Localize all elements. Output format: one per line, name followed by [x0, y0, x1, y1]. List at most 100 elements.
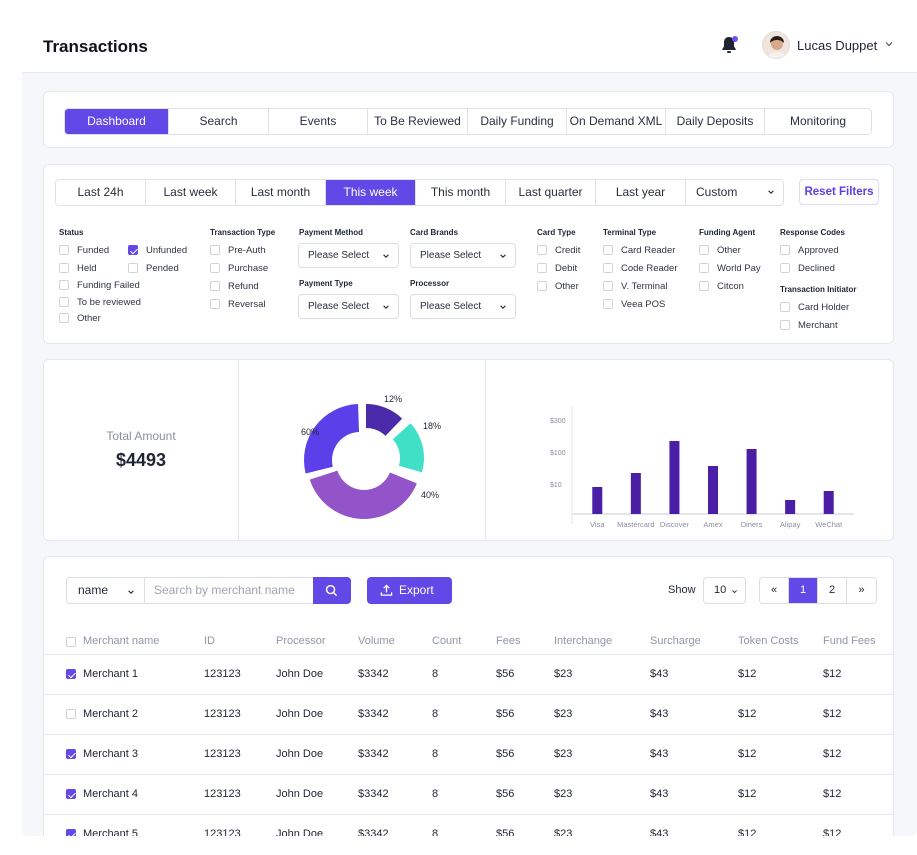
checkbox[interactable] — [59, 245, 69, 255]
initiator-merchant[interactable]: Merchant — [780, 318, 838, 332]
checkbox[interactable] — [699, 263, 709, 273]
checkbox[interactable] — [59, 313, 69, 323]
page-size-select[interactable]: 10 — [703, 577, 746, 604]
range-tab-last-month[interactable]: Last month — [236, 180, 326, 205]
column-header-count[interactable]: Count — [432, 635, 462, 647]
processor-select[interactable]: Please Select — [410, 294, 516, 319]
reset-filters-button[interactable]: Reset Filters — [799, 179, 879, 205]
search-field-select[interactable]: name — [66, 577, 144, 604]
tab-monitoring[interactable]: Monitoring — [765, 109, 871, 134]
tab-on-demand-xml[interactable]: On Demand XML — [567, 109, 666, 134]
row-checkbox[interactable] — [66, 789, 76, 799]
status-held[interactable]: Held — [59, 261, 97, 275]
checkbox[interactable] — [210, 263, 220, 273]
tab-to-be-reviewed[interactable]: To Be Reviewed — [368, 109, 468, 134]
terminal-code-reader[interactable]: Code Reader — [603, 261, 678, 275]
payment-type-select[interactable]: Please Select — [298, 294, 399, 319]
response-approved[interactable]: Approved — [780, 243, 839, 257]
column-header-merchant-name[interactable]: Merchant name — [83, 635, 160, 647]
range-tab-this-week[interactable]: This week — [326, 180, 416, 205]
table-row[interactable]: Merchant 1 123123 John Doe $3342 8 $56 $23 $43 $… — [44, 655, 893, 695]
table-row[interactable]: Merchant 5 123123 John Doe $3342 8 $56 $23 $43 $… — [44, 815, 893, 836]
user-name[interactable]: Lucas Duppet — [797, 38, 878, 53]
column-header-volume[interactable]: Volume — [358, 635, 395, 647]
checkbox[interactable] — [603, 281, 613, 291]
checkbox[interactable] — [210, 281, 220, 291]
tab-daily-funding[interactable]: Daily Funding — [468, 109, 567, 134]
status-funding-failed[interactable]: Funding Failed — [59, 278, 140, 292]
tab-daily-deposits[interactable]: Daily Deposits — [666, 109, 765, 134]
initiator-card-holder[interactable]: Card Holder — [780, 300, 849, 314]
ctype-other[interactable]: Other — [537, 279, 579, 293]
checkbox[interactable] — [780, 302, 790, 312]
checkbox[interactable] — [59, 263, 69, 273]
agent-world-pay[interactable]: World Pay — [699, 261, 761, 275]
status-pended[interactable]: Pended — [128, 261, 179, 275]
page-2[interactable]: 2 — [818, 578, 847, 603]
column-header-id[interactable]: ID — [204, 635, 215, 647]
response-declined[interactable]: Declined — [780, 261, 835, 275]
checkbox[interactable] — [59, 297, 69, 307]
terminal-v-terminal[interactable]: V. Terminal — [603, 279, 667, 293]
bell-icon[interactable] — [721, 36, 738, 54]
ttype-refund[interactable]: Refund — [210, 279, 259, 293]
ctype-credit[interactable]: Credit — [537, 243, 580, 257]
agent-other[interactable]: Other — [699, 243, 741, 257]
checkbox[interactable] — [537, 263, 547, 273]
payment-method-select[interactable]: Please Select — [298, 243, 399, 268]
range-tab-last-24h[interactable]: Last 24h — [56, 180, 146, 205]
table-row[interactable]: Merchant 4 123123 John Doe $3342 8 $56 $23 $43 $… — [44, 775, 893, 815]
search-button[interactable] — [313, 577, 351, 604]
tab-dashboard[interactable]: Dashboard — [65, 109, 169, 134]
tab-search[interactable]: Search — [169, 109, 269, 134]
ttype-purchase[interactable]: Purchase — [210, 261, 268, 275]
checkbox[interactable] — [780, 245, 790, 255]
checkbox[interactable] — [537, 245, 547, 255]
chevron-down-icon[interactable] — [884, 39, 894, 49]
tab-events[interactable]: Events — [269, 109, 368, 134]
checkbox[interactable] — [699, 281, 709, 291]
card-brands-select[interactable]: Please Select — [410, 243, 516, 268]
terminal-card-reader[interactable]: Card Reader — [603, 243, 675, 257]
agent-citcon[interactable]: Citcon — [699, 279, 744, 293]
status-funded[interactable]: Funded — [59, 243, 109, 257]
table-row[interactable]: Merchant 3 123123 John Doe $3342 8 $56 $23 $43 $… — [44, 735, 893, 775]
range-tab-this-month[interactable]: This month — [416, 180, 506, 205]
checkbox[interactable] — [128, 245, 138, 255]
status-unfunded[interactable]: Unfunded — [128, 243, 187, 257]
column-header-token-costs[interactable]: Token Costs — [738, 635, 799, 647]
checkbox[interactable] — [603, 299, 613, 309]
terminal-veea-pos[interactable]: Veea POS — [603, 297, 665, 311]
export-button[interactable]: Export — [367, 577, 452, 604]
checkbox[interactable] — [128, 263, 138, 273]
row-checkbox[interactable] — [66, 709, 76, 719]
custom-range-select[interactable]: Custom — [686, 180, 783, 205]
checkbox[interactable] — [59, 280, 69, 290]
row-checkbox[interactable] — [66, 829, 76, 836]
checkbox[interactable] — [699, 245, 709, 255]
range-tab-last-quarter[interactable]: Last quarter — [506, 180, 596, 205]
avatar[interactable] — [762, 31, 790, 59]
range-tab-last-week[interactable]: Last week — [146, 180, 236, 205]
column-header-interchange[interactable]: Interchange — [554, 635, 613, 647]
status-to-be-reviewed[interactable]: To be reviewed — [59, 295, 141, 309]
checkbox[interactable] — [603, 263, 613, 273]
column-header-fund-fees[interactable]: Fund Fees — [823, 635, 876, 647]
checkbox[interactable] — [210, 245, 220, 255]
checkbox[interactable] — [780, 263, 790, 273]
table-row[interactable]: Merchant 2 123123 John Doe $3342 8 $56 $23 $43 $… — [44, 695, 893, 735]
search-input[interactable]: Search by merchant name — [144, 577, 314, 604]
ctype-debit[interactable]: Debit — [537, 261, 577, 275]
checkbox[interactable] — [603, 245, 613, 255]
row-checkbox[interactable] — [66, 669, 76, 679]
page-first[interactable]: « — [760, 578, 789, 603]
checkbox[interactable] — [537, 281, 547, 291]
checkbox[interactable] — [780, 320, 790, 330]
page-1[interactable]: 1 — [789, 578, 818, 603]
ttype-reversal[interactable]: Reversal — [210, 297, 266, 311]
column-header-surcharge[interactable]: Surcharge — [650, 635, 701, 647]
checkbox[interactable] — [210, 299, 220, 309]
select-all-checkbox[interactable] — [66, 637, 76, 647]
status-other[interactable]: Other — [59, 311, 101, 325]
page-last[interactable]: » — [847, 578, 876, 603]
